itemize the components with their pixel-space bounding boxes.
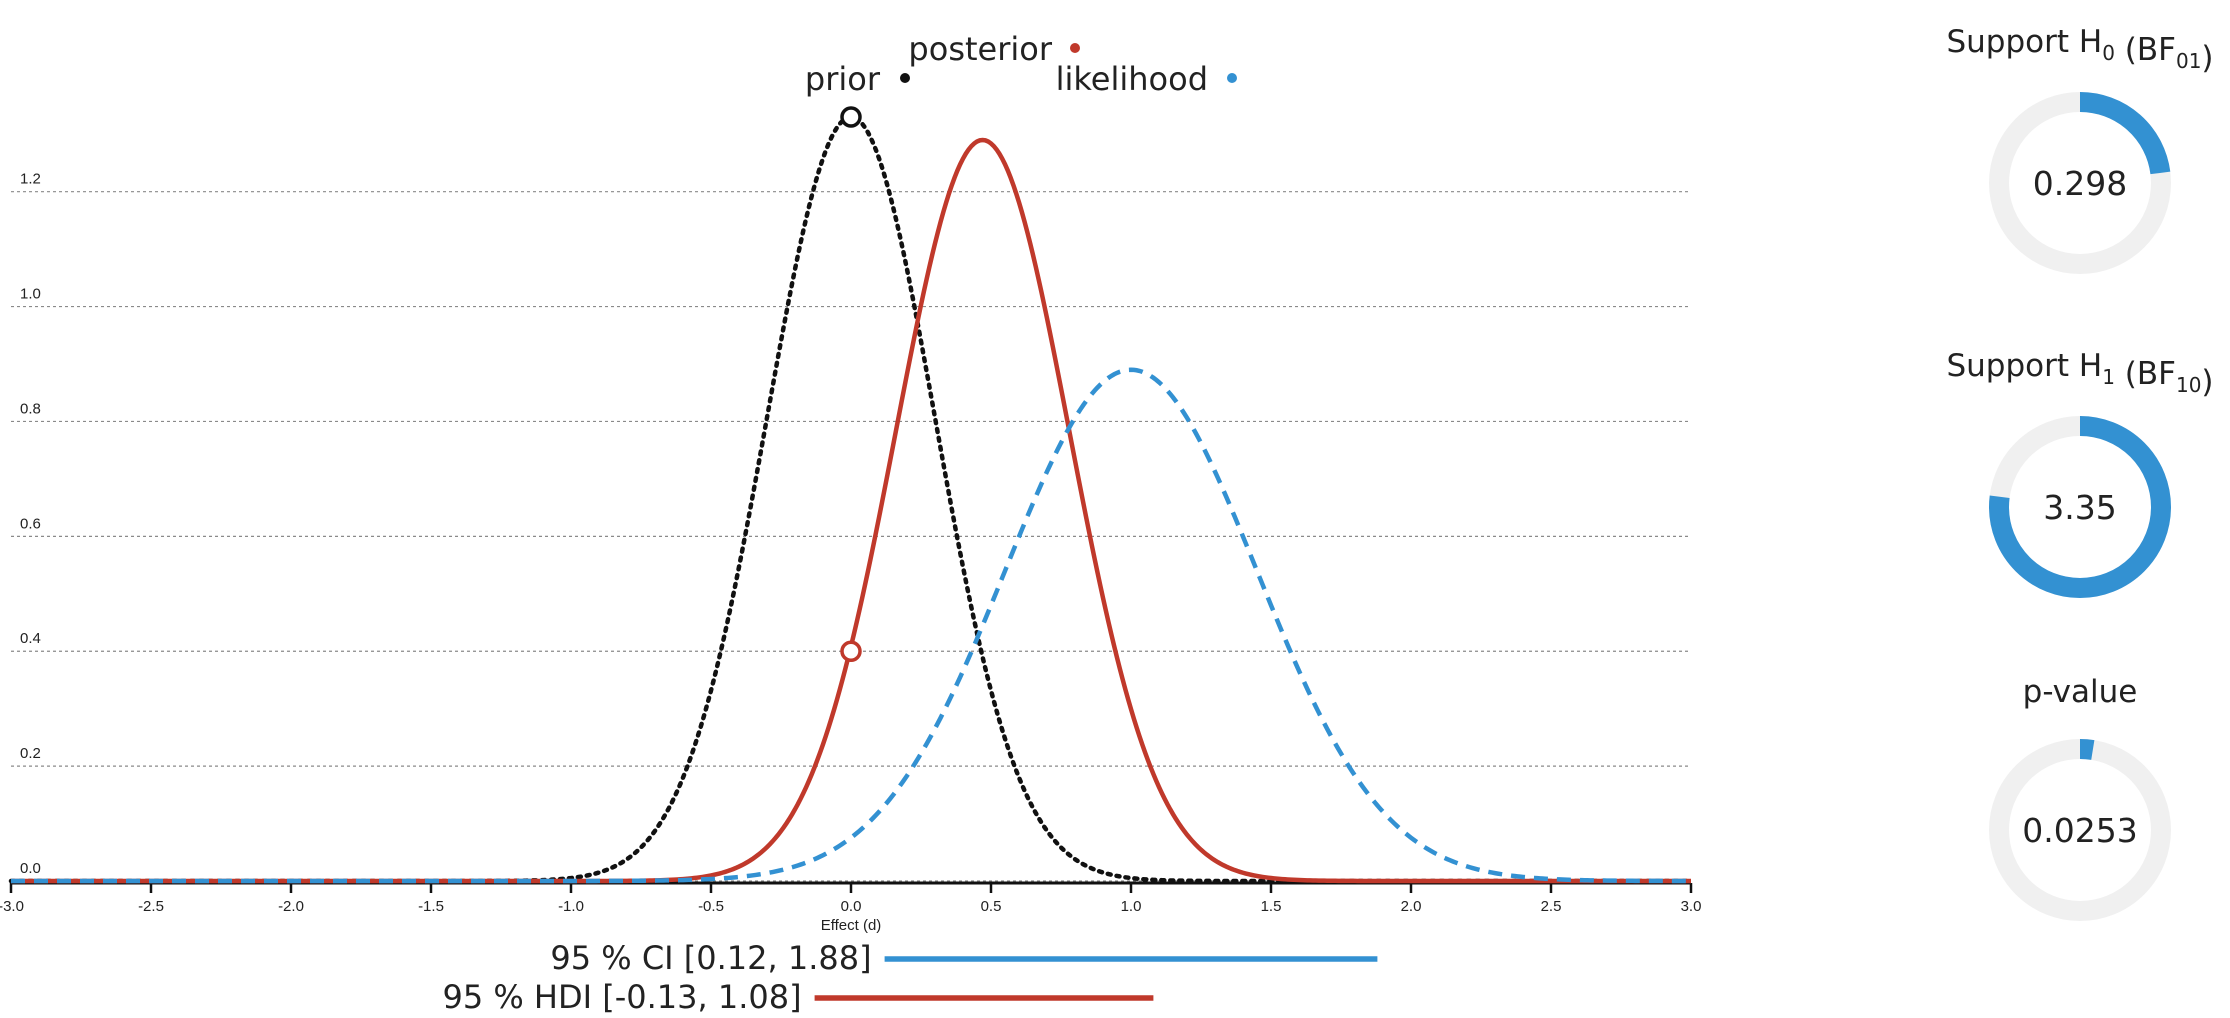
x-axis: -3.0 -2.5 -2.0 -1.5 -1.0 -0.5 0.0 0.5 1.0 1.5 2.0 2…	[0, 881, 1702, 915]
legend-label-prior: prior	[805, 60, 881, 98]
legend-dot-posterior	[1070, 43, 1080, 53]
y-gridlines	[11, 191, 1691, 882]
y-tick-label: 1.2	[20, 171, 41, 188]
y-tick-labels: 0.0 0.2 0.4 0.6 0.8 1.0 1.2	[20, 171, 41, 877]
density-marker	[840, 640, 862, 662]
x-axis-label: Effect (d)	[821, 917, 882, 934]
gauge-title: Support H1 (BF10)	[1946, 348, 2213, 400]
gauge-title: Support H0 (BF01)	[1946, 24, 2213, 76]
interval-label: 95 % HDI [-0.13, 1.08]	[442, 978, 801, 1016]
legend-label-posterior: posterior	[908, 30, 1052, 68]
x-tick-label: 2.0	[1401, 898, 1422, 915]
x-tick-label: 1.5	[1261, 898, 1282, 915]
gauge-title-subscript: 1	[2102, 365, 2115, 389]
legend-dot-likelihood	[1227, 73, 1237, 83]
gauge-arc	[1989, 416, 2171, 598]
x-tick-label: -0.5	[698, 898, 724, 915]
x-tick-label: -3.0	[0, 898, 24, 915]
gauge-title-part: p-value	[2023, 674, 2138, 710]
gauge: p-value 0.0253	[1989, 674, 2171, 921]
y-tick-label: 0.2	[20, 745, 41, 762]
gauge-title-subscript: 10	[2176, 373, 2201, 397]
intervals: 95 % CI [0.12, 1.88]95 % HDI [-0.13, 1.0…	[442, 939, 1378, 1016]
gauge-value: 3.35	[2043, 488, 2116, 527]
x-tick-label: -1.5	[418, 898, 444, 915]
posterior-curve	[11, 137, 1691, 884]
gauge-title-part: (BF	[2115, 32, 2176, 68]
y-tick-label: 0.0	[20, 860, 41, 877]
x-tick-label: -1.0	[558, 898, 584, 915]
gauge-title-part: Support H	[1946, 348, 2102, 384]
gauge-title-part: Support H	[1946, 24, 2102, 60]
gauge-title-part: )	[2201, 40, 2213, 76]
y-tick-label: 0.8	[20, 400, 41, 417]
legend-label-likelihood: likelihood	[1056, 60, 1208, 98]
gauge-title-part: (BF	[2115, 356, 2176, 392]
x-tick-label: 0.0	[841, 898, 862, 915]
density-marker	[840, 106, 862, 128]
y-tick-label: 0.4	[20, 630, 41, 647]
y-tick-label: 0.6	[20, 515, 41, 532]
gauge-value: 0.298	[2033, 164, 2127, 203]
x-tick-label: 0.5	[981, 898, 1002, 915]
x-tick-label: -2.5	[138, 898, 164, 915]
gauge-value: 0.0253	[2022, 811, 2137, 850]
gauge-arc	[1989, 739, 2171, 921]
likelihood-curve	[11, 367, 1691, 884]
interval-label: 95 % CI [0.12, 1.88]	[550, 939, 871, 977]
x-tick-label: 3.0	[1681, 898, 1702, 915]
gauge-title: p-value	[2023, 674, 2138, 710]
gauge-title-subscript: 01	[2176, 49, 2201, 73]
gauge: Support H0 (BF01) 0.298	[1946, 24, 2214, 274]
gauge-title-subscript: 0	[2102, 41, 2115, 65]
y-tick-label: 1.0	[20, 286, 41, 303]
x-tick-label: 2.5	[1541, 898, 1562, 915]
x-tick-label: -2.0	[278, 898, 304, 915]
legend-dot-prior	[900, 73, 910, 83]
gauge: Support H1 (BF10) 3.35	[1946, 348, 2214, 598]
density-markers	[840, 106, 862, 662]
x-tick-label: 1.0	[1121, 898, 1142, 915]
gauge-title-part: )	[2201, 364, 2213, 400]
gauge-arc	[1989, 92, 2171, 274]
